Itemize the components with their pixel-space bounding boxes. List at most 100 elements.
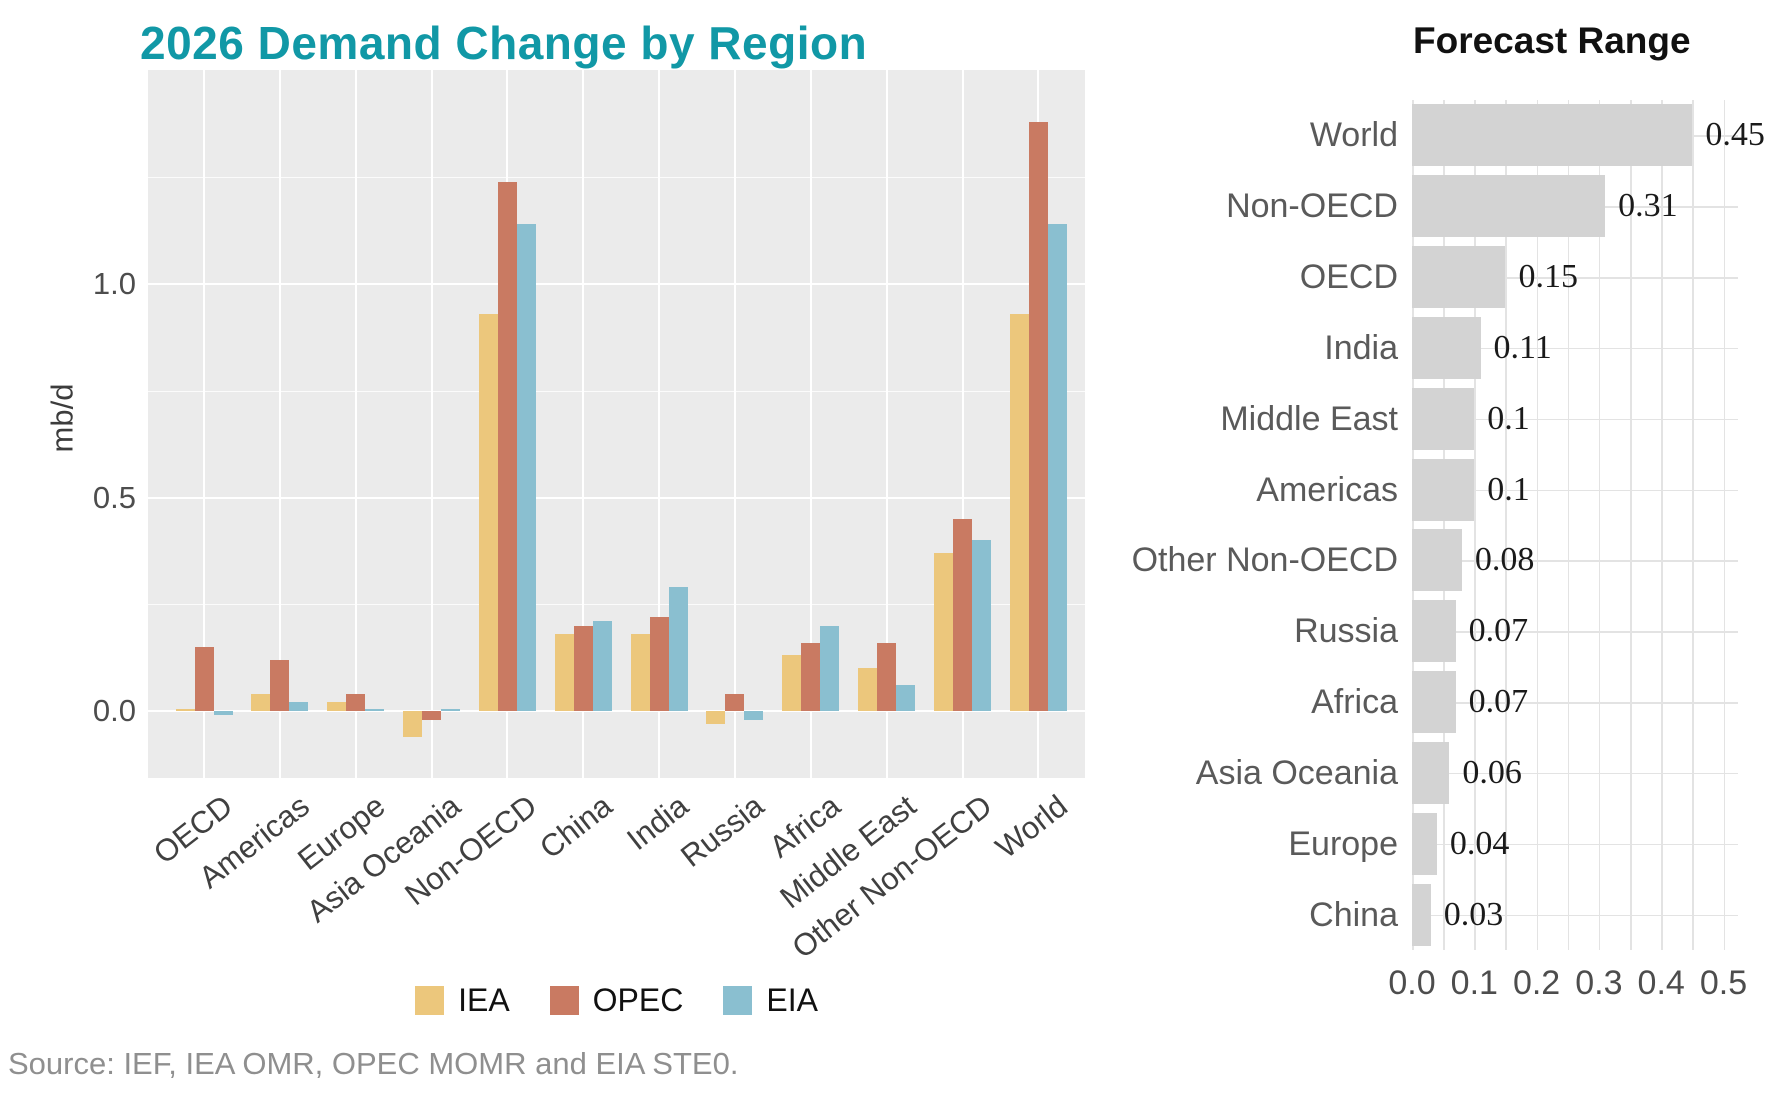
legend-item-eia: EIA xyxy=(723,982,818,1019)
left-gridline-h-major xyxy=(148,710,1085,712)
left-gridline-v xyxy=(885,70,888,778)
left-gridline-v xyxy=(278,70,281,778)
legend-swatch-iea xyxy=(415,986,445,1015)
bar-eia-asia-oceania xyxy=(441,709,461,711)
left-x-category-label: Russia xyxy=(674,788,771,874)
right-gridline-h xyxy=(1412,631,1738,633)
right-gridline-h xyxy=(1412,914,1738,917)
right-gridline-v xyxy=(1661,100,1663,950)
bar-opec-africa xyxy=(801,642,821,711)
right-category-label: OECD xyxy=(1299,258,1398,297)
range-bar-africa xyxy=(1412,671,1456,734)
bar-opec-non-oecd xyxy=(497,181,517,711)
right-gridline-h xyxy=(1412,347,1738,350)
bar-iea-europe xyxy=(327,702,347,711)
bar-eia-middle-east xyxy=(896,685,916,711)
right-gridline-v xyxy=(1598,100,1601,950)
right-value-label: 0.45 xyxy=(1705,116,1765,154)
bar-iea-china xyxy=(554,634,574,711)
right-category-label: Non-OECD xyxy=(1226,187,1398,226)
range-bar-middle-east xyxy=(1412,387,1475,450)
left-gridline-v xyxy=(658,70,661,778)
right-category-label: China xyxy=(1309,895,1398,934)
left-gridline-h-major xyxy=(148,496,1085,499)
left-x-category-label: China xyxy=(533,788,619,866)
bar-opec-middle-east xyxy=(877,642,897,711)
right-value-label: 0.07 xyxy=(1468,612,1529,650)
range-bar-world xyxy=(1412,104,1693,167)
bar-iea-americas xyxy=(251,693,271,711)
left-chart-title: 2026 Demand Change by Region xyxy=(140,17,868,69)
bar-iea-india xyxy=(630,634,650,711)
right-x-tick-label: 0.5 xyxy=(1699,964,1748,1002)
legend-label: EIA xyxy=(766,982,818,1018)
legend-label: OPEC xyxy=(592,982,684,1018)
right-gridline-v xyxy=(1443,100,1445,950)
range-bar-europe xyxy=(1412,812,1437,875)
legend: IEA OPEC EIA xyxy=(148,982,1085,1019)
bar-opec-other-non-oecd xyxy=(953,518,973,711)
bar-opec-china xyxy=(573,625,593,711)
right-category-label: Middle East xyxy=(1220,399,1398,438)
right-gridline-v xyxy=(1536,100,1539,950)
right-category-label: Asia Oceania xyxy=(1195,753,1398,792)
right-x-tick-label: 0.2 xyxy=(1512,964,1561,1002)
bar-eia-russia xyxy=(744,711,764,720)
range-bar-americas xyxy=(1412,458,1475,521)
bar-iea-russia xyxy=(706,711,726,724)
right-x-tick-label: 0.0 xyxy=(1388,964,1436,1002)
bar-eia-china xyxy=(592,621,612,711)
bar-eia-americas xyxy=(289,702,309,711)
legend-swatch-eia xyxy=(723,986,753,1015)
bar-opec-oecd xyxy=(194,646,214,711)
right-value-label: 0.15 xyxy=(1518,258,1578,296)
right-value-label: 0.03 xyxy=(1443,895,1504,933)
left-gridline-v xyxy=(354,70,357,778)
bar-opec-india xyxy=(649,617,669,711)
bar-opec-world xyxy=(1028,121,1048,711)
left-gridline-h-major xyxy=(148,283,1085,285)
bar-iea-africa xyxy=(782,655,802,711)
legend-item-iea: IEA xyxy=(415,982,510,1019)
left-y-tick-label: 1.0 xyxy=(92,266,136,301)
right-value-label: 0.07 xyxy=(1468,683,1529,721)
right-category-label: Europe xyxy=(1288,824,1398,863)
bar-iea-middle-east xyxy=(858,668,878,711)
source-note: Source: IEF, IEA OMR, OPEC MOMR and EIA … xyxy=(8,1046,739,1081)
left-y-tick-label: 0.5 xyxy=(92,479,136,515)
range-bar-non-oecd xyxy=(1412,175,1606,238)
right-category-label: India xyxy=(1324,328,1398,367)
right-gridline-v xyxy=(1723,100,1725,950)
bar-eia-india xyxy=(668,587,688,711)
bar-eia-non-oecd xyxy=(516,224,536,711)
left-chart-plot-area xyxy=(148,70,1085,778)
left-gridline-v xyxy=(809,70,812,778)
right-category-label: Russia xyxy=(1294,612,1398,651)
right-gridline-v xyxy=(1630,100,1632,950)
bar-iea-non-oecd xyxy=(478,313,498,711)
right-gridline-h xyxy=(1412,843,1738,846)
left-gridline-h-minor xyxy=(148,177,1085,179)
right-gridline-v xyxy=(1412,100,1414,950)
left-gridline-v xyxy=(203,70,205,778)
left-gridline-v xyxy=(430,70,433,778)
range-bar-oecd xyxy=(1412,246,1506,309)
right-gridline-v xyxy=(1505,100,1507,950)
left-y-tick-label: 0.0 xyxy=(92,693,136,728)
right-x-tick-label: 0.1 xyxy=(1450,964,1498,1002)
right-gridline-h xyxy=(1412,277,1738,279)
right-category-label: Americas xyxy=(1256,470,1398,509)
right-gridline-v xyxy=(1692,100,1694,950)
right-gridline-h xyxy=(1412,489,1738,492)
right-gridline-v xyxy=(1474,100,1476,950)
right-gridline-h xyxy=(1412,418,1738,421)
range-bar-china xyxy=(1412,883,1431,946)
right-value-label: 0.04 xyxy=(1449,824,1510,862)
left-gridline-h-minor xyxy=(148,604,1085,606)
left-chart-y-axis-label: mb/d xyxy=(44,383,80,453)
right-value-label: 0.1 xyxy=(1487,470,1530,508)
bar-eia-oecd xyxy=(213,711,233,716)
range-bar-russia xyxy=(1412,600,1456,663)
bar-iea-asia-oceania xyxy=(403,711,423,737)
